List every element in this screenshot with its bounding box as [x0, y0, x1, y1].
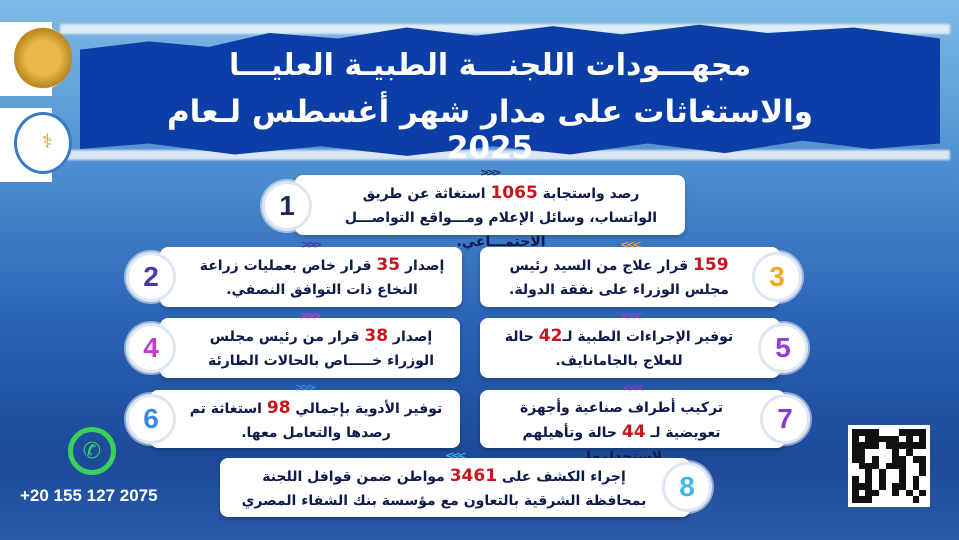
card-highlight-value: 98 [266, 398, 291, 418]
card-text-post: استغاثة عن طريق الواتساب، وسائل الإعلام … [344, 186, 658, 250]
chevrons-icon: >>> [300, 309, 322, 322]
medical-committee-logo: ⚕ [14, 112, 72, 174]
card-text-pre: إجراء الكشف على [497, 469, 626, 485]
chevrons-icon: >>> [480, 166, 502, 179]
card-highlight-value: 42 [538, 326, 563, 346]
achievement-card-1: رصد واستجابة 1065 استغاثة عن طريق الواتس… [295, 175, 685, 250]
chevrons-icon: <<< [620, 238, 642, 251]
chevrons-icon: >>> [301, 238, 323, 251]
card-text-pre: إصدار [400, 258, 445, 274]
card-highlight-value: 3461 [449, 466, 498, 486]
number-badge: 4 [126, 323, 176, 373]
card-highlight-value: 1065 [490, 183, 538, 203]
egypt-emblem-logo [14, 27, 72, 89]
card-text-post: قرار علاج من السيد رئيس مجلس الوزراء على… [509, 258, 729, 298]
card-text-post: حالة للعلاج بالجامانايف. [504, 329, 683, 369]
number-badge: 7 [760, 394, 810, 444]
card-highlight-value: 159 [693, 255, 729, 275]
chevrons-icon: <<< [445, 449, 467, 462]
number-badge: 2 [126, 252, 176, 302]
card-highlight-value: 44 [621, 422, 646, 442]
achievement-card-3: 159 قرار علاج من السيد رئيس مجلس الوزراء… [480, 247, 780, 307]
card-text: إصدار 38 قرار من رئيس مجلس الوزراء خــــ… [196, 324, 446, 373]
achievement-card-7: تركيب أطراف صناعية وأجهزة تعويضية لـ 44 … [480, 390, 785, 465]
title-band [80, 24, 940, 156]
card-text-post: قرار خاص بعمليات زراعة النخاع ذات التواف… [199, 258, 418, 298]
title-line-2: والاستغاثات على مدار شهر أغسطس لـعام 202… [166, 94, 814, 166]
torn-edge-top [60, 24, 950, 34]
card-text: إصدار 35 قرار خاص بعمليات زراعة النخاع ذ… [196, 253, 448, 302]
card-text-pre: تركيب أطراف صناعية وأجهزة تعويضية لـ [519, 400, 724, 441]
torn-edge-bottom [60, 150, 950, 160]
achievement-card-8: إجراء الكشف على 3461 مواطن ضمن قوافل الل… [220, 458, 690, 517]
card-text: 159 قرار علاج من السيد رئيس مجلس الوزراء… [494, 253, 744, 302]
card-text-post: قرار من رئيس مجلس الوزراء خـــــاص بالحا… [207, 329, 434, 369]
whatsapp-icon: ✆ [68, 427, 116, 475]
number-badge: 3 [752, 252, 802, 302]
card-text: توفير الأدوية بإجمالي 98 استغاثة تم رصده… [186, 396, 446, 445]
card-highlight-value: 35 [376, 255, 401, 275]
card-text: توفير الإجراءات الطبية لـ42 حالة للعلاج … [494, 324, 744, 373]
number-badge: 6 [126, 394, 176, 444]
card-text-pre: رصد واستجابة [537, 186, 640, 202]
card-text: إجراء الكشف على 3461 مواطن ضمن قوافل الل… [234, 464, 654, 513]
number-badge: 1 [262, 181, 312, 231]
card-text-post: استغاثة تم رصدها والتعامل معها. [189, 401, 391, 441]
card-text: تركيب أطراف صناعية وأجهزة تعويضية لـ 44 … [494, 396, 749, 469]
achievement-card-4: إصدار 38 قرار من رئيس مجلس الوزراء خــــ… [160, 318, 460, 378]
title-line-1: مجهـــودات اللجنـــة الطبيـة العليـــا [228, 48, 752, 83]
card-text-pre: إصدار [388, 329, 433, 345]
chevrons-icon: >>> [295, 381, 317, 394]
qr-code [848, 425, 930, 507]
caduceus-icon: ⚕ [42, 129, 53, 153]
chevrons-icon: <<< [622, 381, 645, 394]
card-text-pre: توفير الأدوية بإجمالي [290, 401, 443, 417]
number-badge: 5 [758, 323, 808, 373]
achievement-card-6: توفير الأدوية بإجمالي 98 استغاثة تم رصده… [150, 390, 460, 448]
chevrons-icon: <<< [620, 309, 642, 322]
card-text-post: مواطن ضمن قوافل اللجنة بمحافظة الشرقية ب… [241, 469, 647, 509]
phone-number: +20 155 127 2075 [20, 486, 158, 505]
card-highlight-value: 38 [364, 326, 389, 346]
number-badge: 8 [662, 462, 712, 512]
achievement-card-5: توفير الإجراءات الطبية لـ42 حالة للعلاج … [480, 318, 780, 378]
achievement-card-2: إصدار 35 قرار خاص بعمليات زراعة النخاع ذ… [160, 247, 462, 307]
card-text-pre: توفير الإجراءات الطبية لـ [562, 329, 734, 345]
card-text: رصد واستجابة 1065 استغاثة عن طريق الواتس… [331, 181, 671, 254]
